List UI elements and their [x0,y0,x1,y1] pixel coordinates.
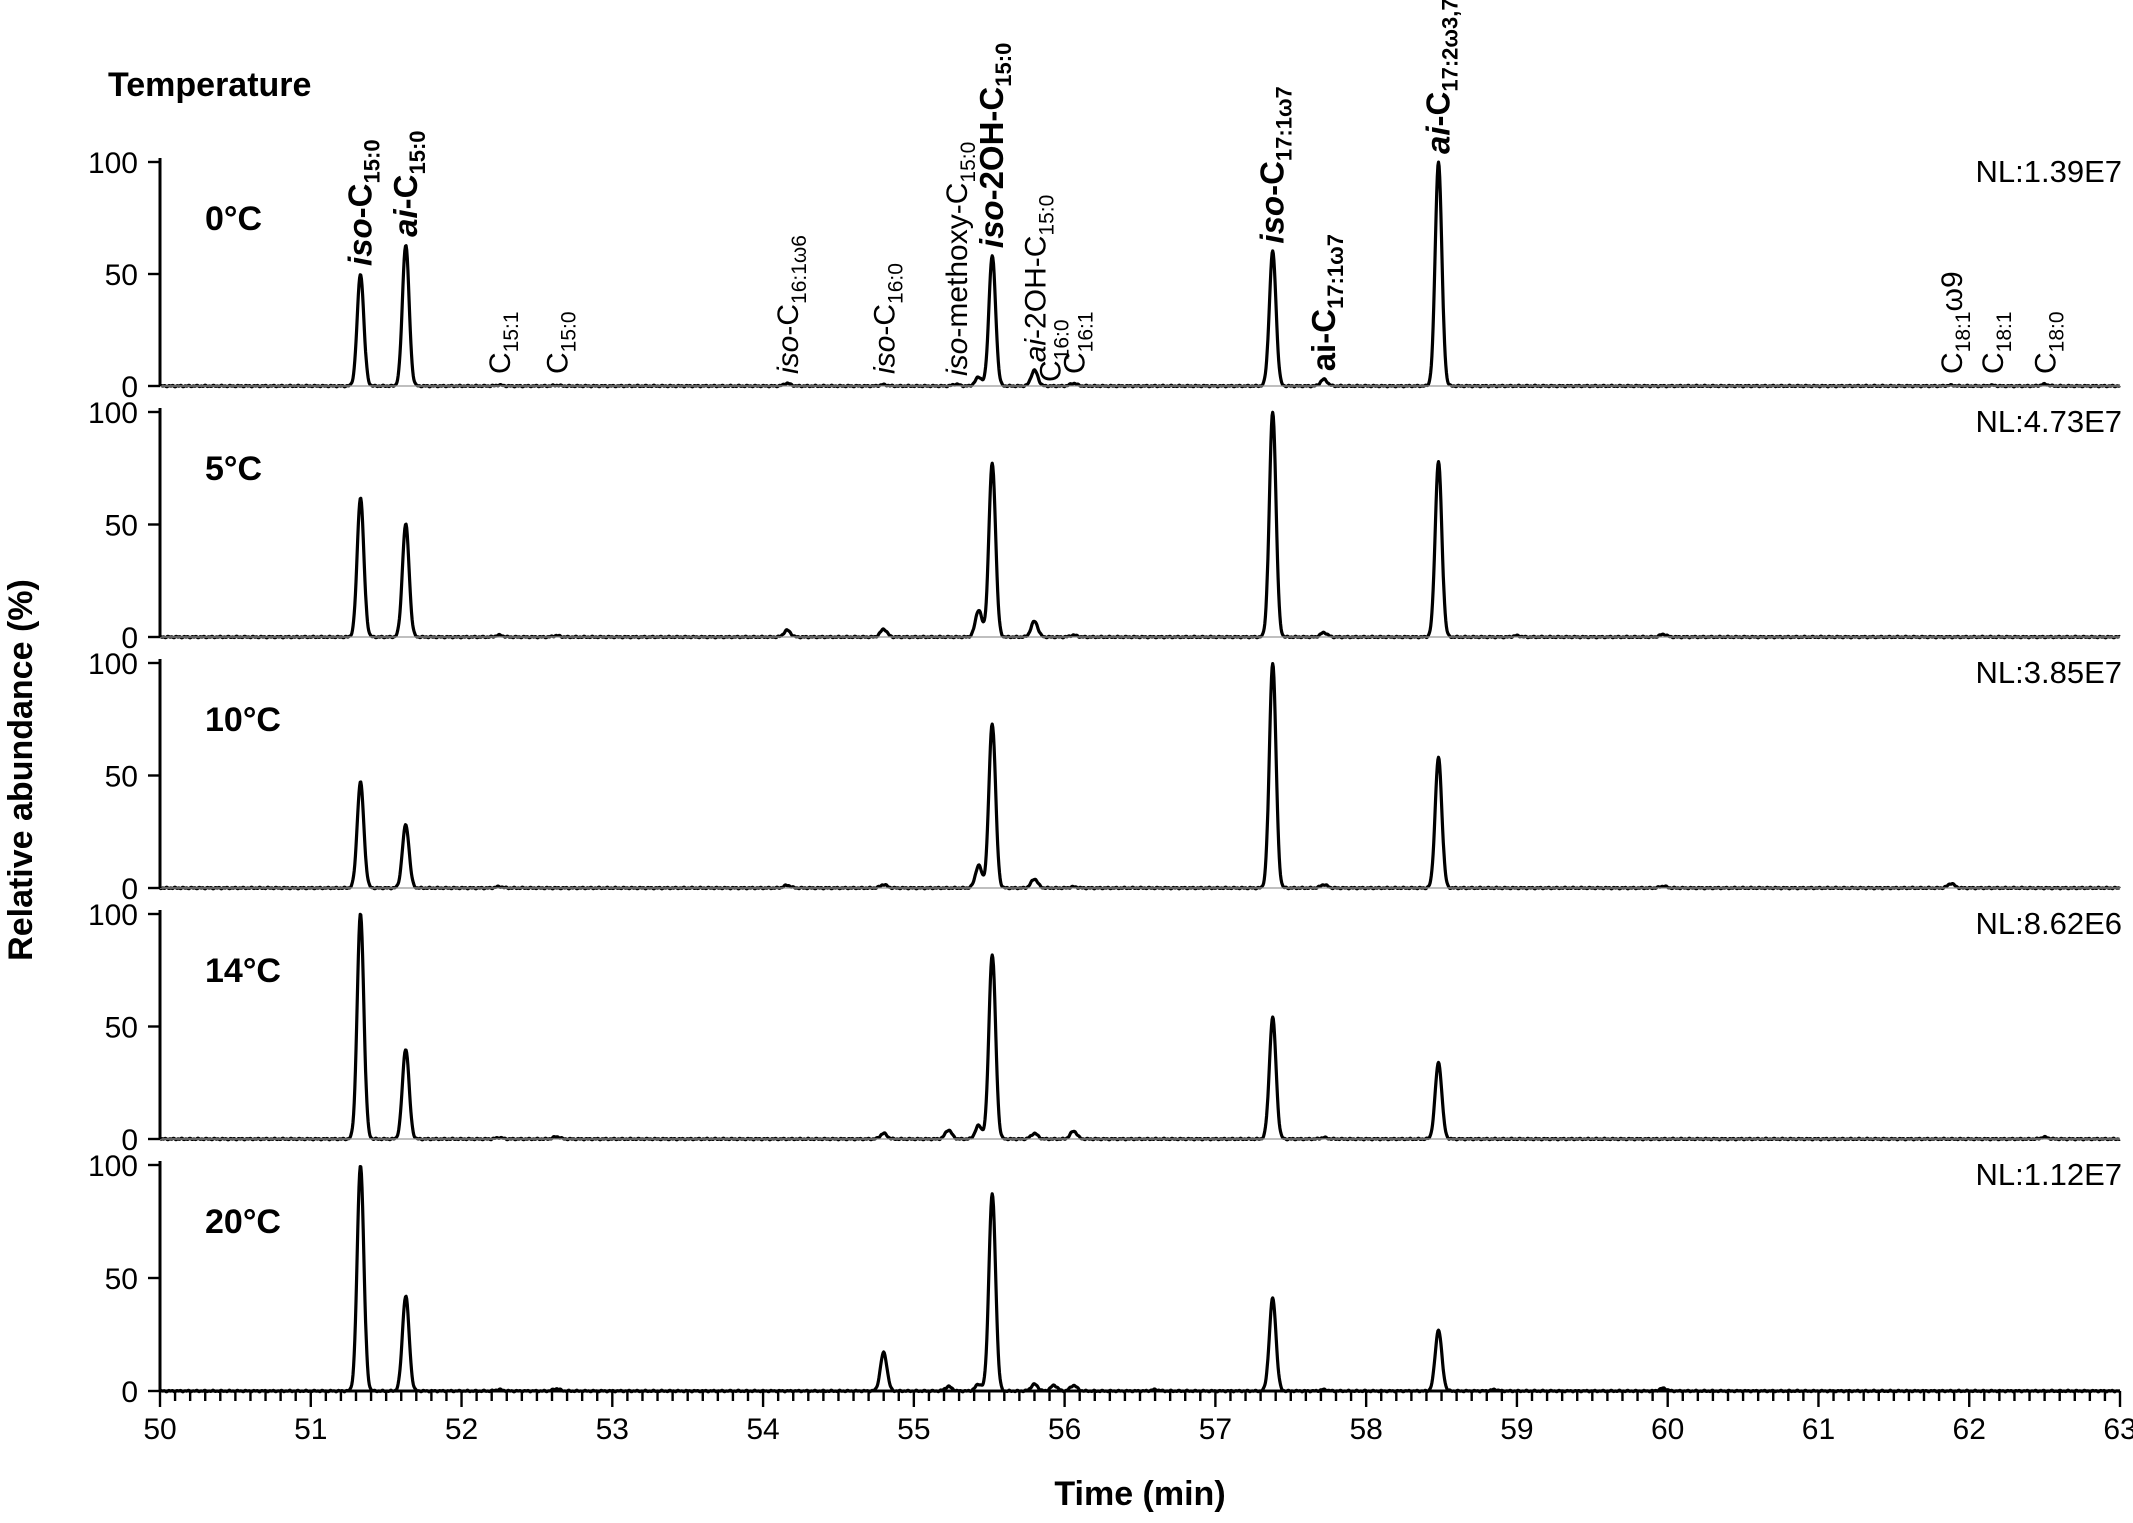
x-tick-label: 52 [445,1413,478,1446]
x-tick-label: 57 [1199,1413,1232,1446]
x-tick-label: 53 [596,1413,629,1446]
normalization-label: NL:4.73E7 [1976,404,2123,439]
y-tick-label: 100 [88,899,138,932]
x-tick-label: 58 [1349,1413,1382,1446]
peak-label: iso-C15:0 [342,139,385,266]
y-tick-label: 50 [105,1012,138,1045]
peak-label: ai-C15:0 [387,130,430,236]
x-tick-label: 50 [143,1413,176,1446]
x-tick-label: 56 [1048,1413,1081,1446]
y-tick-label: 50 [105,761,138,794]
y-axis-label: Relative abundance (%) [2,579,40,961]
x-axis-label: Time (min) [1054,1475,1225,1513]
normalization-label: NL:3.85E7 [1976,655,2123,690]
series-name-label: 20°C [205,1203,281,1241]
peak-label: C18:0 [2030,311,2069,374]
normalization-label: NL:1.12E7 [1976,1157,2123,1192]
x-tick-label: 61 [1802,1413,1835,1446]
y-tick-label: 100 [88,648,138,681]
x-tick-label: 51 [294,1413,327,1446]
peak-label: C18:1ω9 [1936,271,1975,374]
series-name-label: 14°C [205,952,281,990]
y-tick-label: 0 [121,622,138,655]
series-trace [159,410,2121,640]
y-tick-label: 50 [105,1263,138,1296]
peak-label: ai-C17:1ω7 [1305,234,1348,371]
peak-label: iso-C16:1ω6 [772,235,811,374]
y-tick-label: 0 [121,371,138,404]
peak-label: iso-C16:0 [869,263,908,374]
peak-label: C16:0 [1035,319,1074,382]
series-trace [159,912,2121,1142]
x-tick-label: 60 [1651,1413,1684,1446]
y-tick-label: 0 [121,873,138,906]
y-tick-label: 100 [88,397,138,430]
peak-label: iso-methoxy-C15:0 [941,142,980,376]
y-tick-label: 100 [88,1150,138,1183]
peak-label: ai-2OH-C15:0 [1020,195,1059,363]
x-tick-label: 59 [1500,1413,1533,1446]
x-tick-label: 54 [746,1413,779,1446]
normalization-label: NL:8.62E6 [1976,906,2123,941]
peak-label: C15:1 [484,311,523,374]
peak-label: ai-C17:2ω3,7 [1420,0,1463,154]
x-tick-label: 55 [897,1413,930,1446]
series-name-label: 0°C [205,200,262,238]
x-tick-label: 62 [1953,1413,1986,1446]
y-tick-label: 50 [105,259,138,292]
series-trace [159,662,2121,891]
y-tick-label: 0 [121,1124,138,1157]
x-tick-label: 63 [2103,1413,2133,1446]
peak-label: iso-2OH-C15:0 [973,43,1016,248]
peak-label: C18:1 [1977,311,2016,374]
y-tick-label: 100 [88,147,138,180]
peak-label: iso-C17:1ω7 [1254,86,1297,243]
peak-label: C16:1 [1059,311,1098,374]
series-trace [159,1165,2121,1394]
normalization-label: NL:1.39E7 [1976,154,2123,189]
y-tick-label: 50 [105,510,138,543]
traces-layer [158,160,2121,1394]
series-trace [158,160,2121,389]
legend-title: Temperature [108,66,311,104]
y-tick-label: 0 [121,1376,138,1409]
series-name-label: 10°C [205,701,281,739]
labels-layer: 0°C NL:1.39E7 5°C NL:4.73E7 10°C NL:3.85E7 14°… [205,0,2122,1241]
peak-label: C15:0 [542,311,581,374]
series-name-label: 5°C [205,450,262,488]
